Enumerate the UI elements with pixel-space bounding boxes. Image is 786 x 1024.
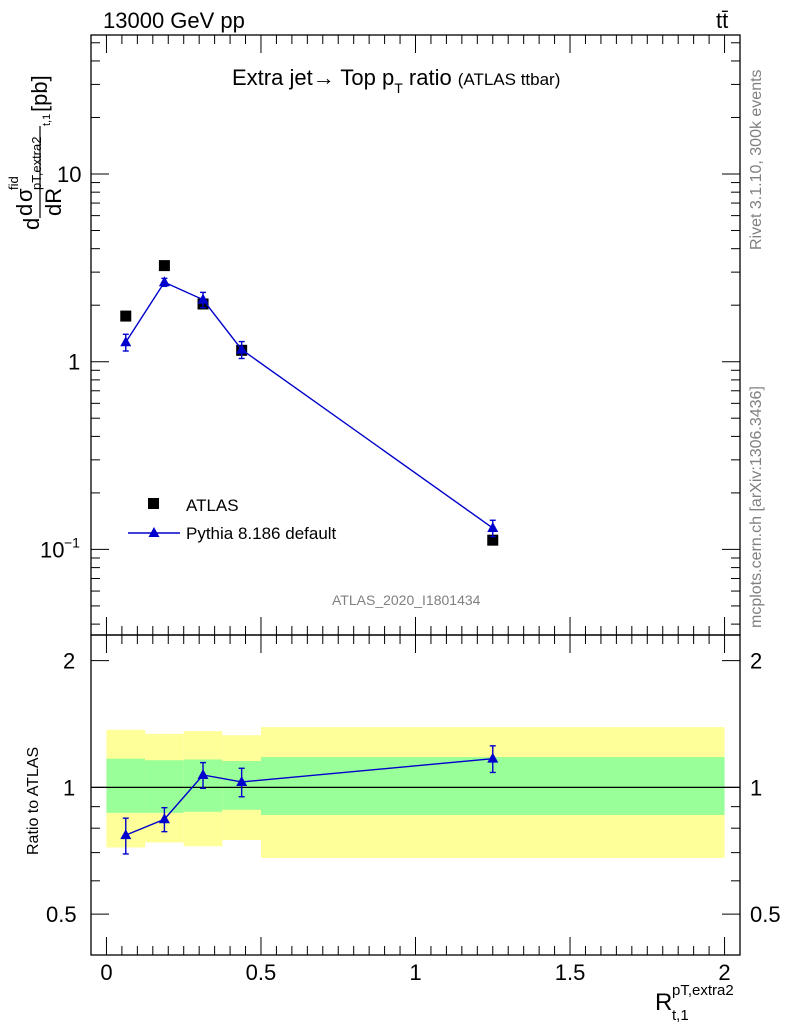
ratio-y-tick-label-left: 1: [63, 775, 75, 800]
atlas-data-point: [120, 310, 132, 322]
svg-text:[pb]: [pb]: [27, 75, 52, 112]
svg-text:d: d: [19, 218, 44, 230]
main-plot-area: [120, 260, 499, 546]
rivet-label: Rivet 3.1.10, 300k events: [748, 69, 765, 250]
ratio-x-tick-label: 1.5: [555, 960, 586, 985]
ratio-y-tick-label-right: 0.5: [750, 902, 781, 927]
pythia-data-point: [197, 293, 209, 304]
pythia-data-point: [158, 276, 170, 287]
ratio-y-axis-label: Ratio to ATLAS: [25, 747, 42, 855]
legend-atlas-marker: [148, 498, 159, 509]
ratio-data-point: [197, 768, 209, 779]
main-y-tick-exponent: −1: [64, 534, 80, 550]
main-y-tick-label: 10: [57, 162, 81, 187]
ratio-panel: 0.5 0.5 1 1 2 2 0 0.5 1 1.5 2 Ratio to ATLAS R pT,…: [25, 634, 781, 1024]
ratio-x-tick-label: 0.5: [246, 960, 277, 985]
ratio-x-tick-label: 0: [100, 960, 112, 985]
x-axis-label: R pT,extra2 t,1: [655, 982, 734, 1024]
svg-text:σ: σ: [12, 188, 37, 202]
header-energy: 13000 GeV pp: [103, 8, 245, 33]
ratio-x-tick-label: 1: [409, 960, 421, 985]
main-y-tick-label: 10: [40, 537, 64, 562]
ratio-y-tick-label-left: 2: [63, 649, 75, 674]
legend-pythia-marker: [148, 527, 160, 537]
svg-text:t,1: t,1: [41, 114, 53, 126]
main-y-axis-label: d d σ fid pT,extra2 dR t,1 [pb]: [6, 75, 66, 230]
pythia-line: [125, 281, 494, 529]
legend: ATLAS Pythia 8.186 default: [128, 496, 337, 543]
main-frame: [90, 34, 741, 636]
pythia-data-point: [236, 343, 248, 354]
ratio-stat-uncertainty-band: [145, 760, 184, 813]
mcplots-label: mcplots.cern.ch [arXiv:1306.3436]: [748, 386, 765, 628]
legend-atlas-label: ATLAS: [186, 496, 239, 515]
atlas-data-point: [487, 534, 499, 546]
ratio-stat-uncertainty-band: [106, 758, 146, 813]
legend-pythia-label: Pythia 8.186 default: [186, 524, 337, 543]
ratio-data-point: [120, 829, 132, 840]
svg-text:pT,extra2: pT,extra2: [672, 982, 734, 999]
ratio-data-point: [487, 752, 499, 763]
atlas-data-point: [158, 260, 170, 272]
pythia-data-point: [487, 522, 499, 533]
ratio-x-tick-label: 2: [718, 960, 730, 985]
analysis-label: ATLAS_2020_I1801434: [332, 592, 481, 608]
svg-text:fid: fid: [6, 176, 21, 190]
main-y-tick-label: 1: [68, 350, 80, 375]
header-process: tt̄: [716, 8, 728, 33]
svg-text:t,1: t,1: [672, 1007, 689, 1024]
plot-title: Extra jet→ Top pT ratio (ATLAS ttbar): [232, 65, 560, 96]
ratio-y-tick-label-left: 0.5: [46, 902, 77, 927]
svg-text:pT,extra2: pT,extra2: [29, 137, 44, 190]
ratio-plot-area: [91, 727, 740, 858]
pythia-data-point: [120, 336, 132, 347]
svg-text:dR: dR: [41, 188, 66, 216]
ratio-data-point: [158, 813, 170, 824]
ratio-axis-ticks: 0.5 0.5 1 1 2 2 0 0.5 1 1.5 2: [46, 635, 781, 985]
svg-text:d: d: [12, 204, 37, 216]
ratio-y-tick-label-right: 2: [750, 649, 762, 674]
svg-text:R: R: [655, 989, 672, 1016]
ratio-data-point: [236, 775, 248, 786]
ratio-y-tick-label-right: 1: [750, 775, 762, 800]
